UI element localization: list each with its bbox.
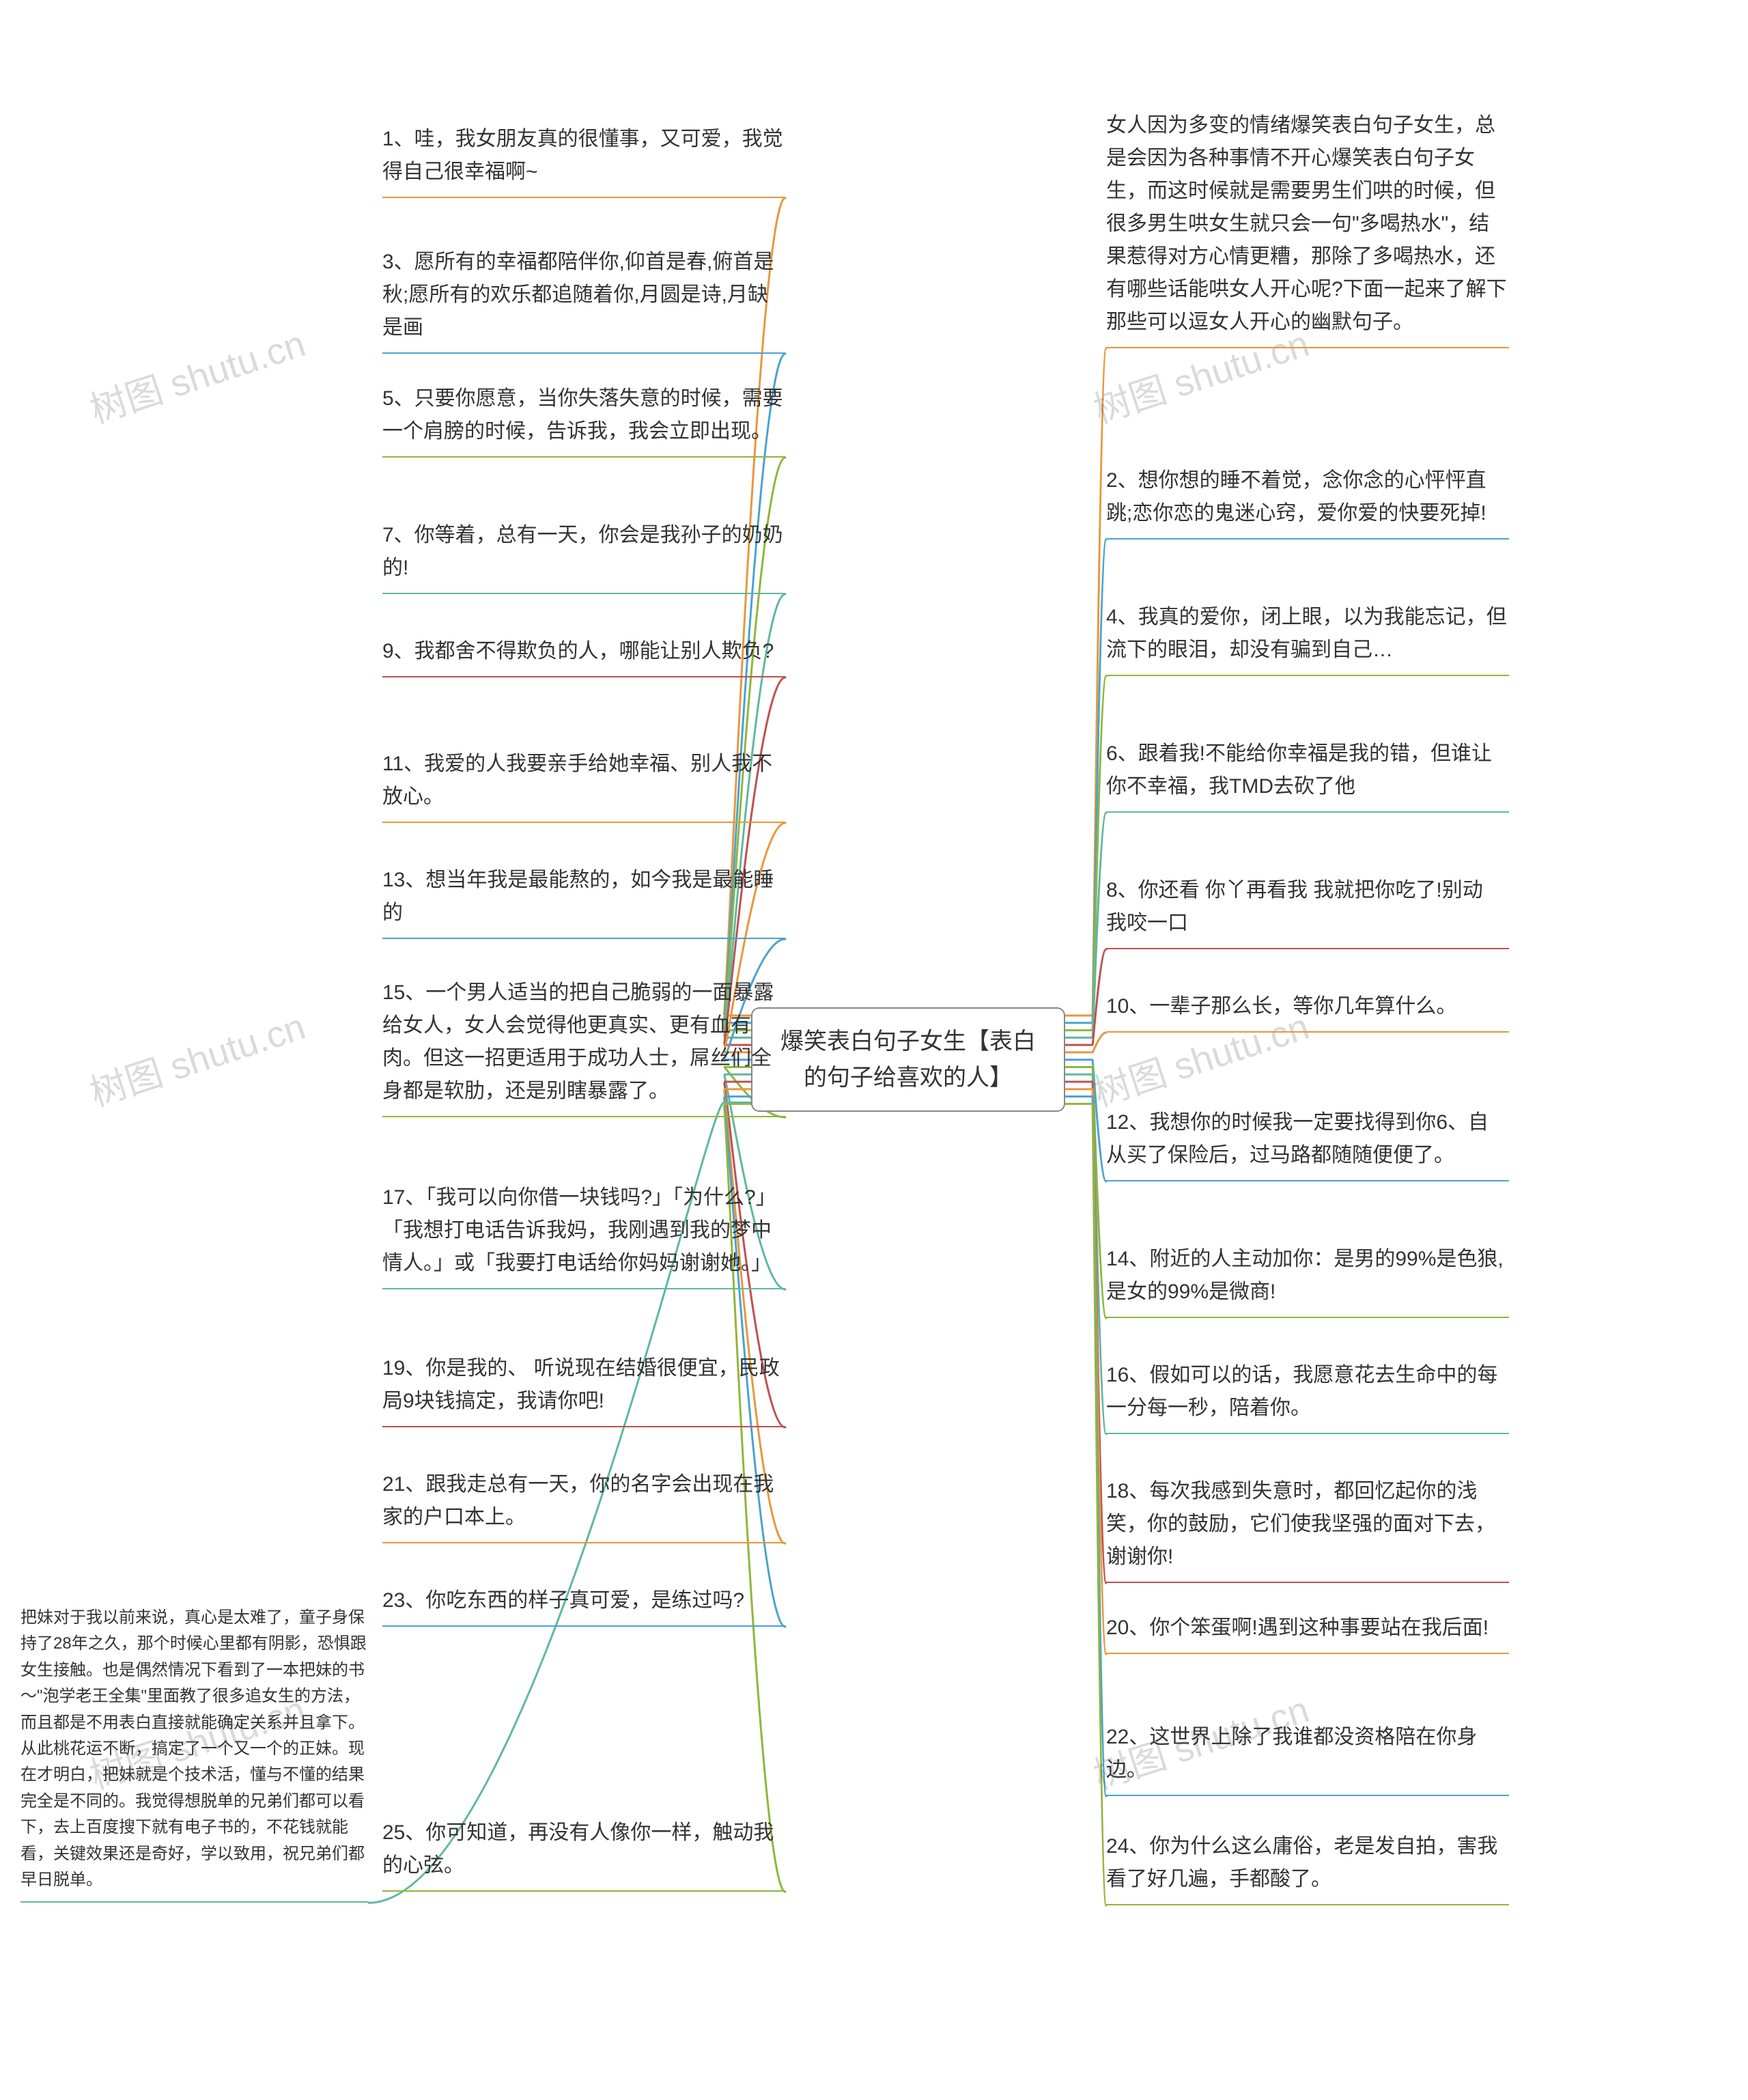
leaf-node-extra: 把妹对于我以前来说，真心是太难了，童子身保持了28年之久，那个时候心里都有阴影，… (20, 1605, 369, 1903)
leaf-node: 4、我真的爱你，闭上眼，以为我能忘记，但流下的眼泪，却没有骗到自己… (1106, 601, 1509, 676)
leaf-node: 23、你吃东西的样子真可爱，是练过吗? (382, 1584, 785, 1627)
leaf-node: 18、每次我感到失意时，都回忆起你的浅笑，你的鼓励，它们使我坚强的面对下去，谢谢… (1106, 1475, 1509, 1583)
leaf-text: 21、跟我走总有一天，你的名字会出现在我家的户口本上。 (382, 1473, 774, 1528)
leaf-text: 8、你还看 你丫再看我 我就把你吃了!别动 我咬一口 (1106, 879, 1483, 934)
leaf-text: 7、你等着，总有一天，你会是我孙子的奶奶的! (382, 524, 783, 579)
leaf-text: 14、附近的人主动加你：是男的99%是色狼,是女的99%是微商! (1106, 1248, 1504, 1303)
watermark: 树图 shutu.cn (82, 996, 311, 1117)
leaf-node: 19、你是我的、 听说现在结婚很便宜，民政局9块钱搞定，我请你吧! (382, 1352, 785, 1427)
leaf-node: 1、哇，我女朋友真的很懂事，又可爱，我觉得自己很幸福啊~ (382, 123, 785, 198)
leaf-text: 把妹对于我以前来说，真心是太难了，童子身保持了28年之久，那个时候心里都有阴影，… (20, 1608, 367, 1889)
leaf-node: 24、你为什么这么庸俗，老是发自拍，害我看了好几遍，手都酸了。 (1106, 1830, 1509, 1905)
mindmap-canvas: 树图 shutu.cn树图 shutu.cn树图 shutu.cn树图 shut… (0, 0, 1748, 2100)
leaf-text: 22、这世界上除了我谁都没资格陪在你身边。 (1106, 1726, 1477, 1781)
connector (1065, 1074, 1106, 1434)
leaf-text: 13、想当年我是最能熬的，如今我是最能睡的 (382, 869, 774, 924)
leaf-text: 11、我爱的人我要亲手给她幸福、别人我不放心。 (382, 753, 772, 808)
leaf-text: 女人因为多变的情绪爆笑表白句子女生，总是会因为各种事情不开心爆笑表白句子女生，而… (1106, 114, 1507, 333)
leaf-node: 14、附近的人主动加你：是男的99%是色狼,是女的99%是微商! (1106, 1243, 1509, 1318)
leaf-text: 15、一个男人适当的把自己脆弱的一面暴露给女人，女人会觉得他更真实、更有血有肉。… (382, 981, 774, 1102)
connector (1065, 1033, 1106, 1052)
watermark: 树图 shutu.cn (82, 313, 311, 434)
leaf-text: 9、我都舍不得欺负的人，哪能让别人欺负? (382, 640, 774, 662)
leaf-node: 15、一个男人适当的把自己脆弱的一面暴露给女人，女人会觉得他更真实、更有血有肉。… (382, 977, 785, 1117)
leaf-node: 9、我都舍不得欺负的人，哪能让别人欺负? (382, 635, 785, 677)
leaf-text: 25、你可知道，再没有人像你一样，触动我的心弦。 (382, 1821, 774, 1877)
leaf-node: 女人因为多变的情绪爆笑表白句子女生，总是会因为各种事情不开心爆笑表白句子女生，而… (1106, 109, 1509, 348)
leaf-node: 21、跟我走总有一天，你的名字会出现在我家的户口本上。 (382, 1468, 785, 1543)
leaf-node: 13、想当年我是最能熬的，如今我是最能睡的 (382, 864, 785, 939)
connector (1065, 949, 1106, 1045)
leaf-node: 2、想你想的睡不着觉，念你念的心怦怦直跳;恋你恋的鬼迷心窍，爱你爱的快要死掉! (1106, 464, 1509, 540)
leaf-node: 6、跟着我!不能给你幸福是我的错，但谁让你不幸福，我TMD去砍了他 (1106, 738, 1509, 813)
leaf-text: 10、一辈子那么长，等你几年算什么。 (1106, 995, 1456, 1018)
connector (1065, 1089, 1106, 1654)
leaf-node: 22、这世界上除了我谁都没资格陪在你身边。 (1106, 1721, 1509, 1796)
leaf-text: 18、每次我感到失意时，都回忆起你的浅笑，你的鼓励，它们使我坚强的面对下去，谢谢… (1106, 1480, 1495, 1568)
leaf-text: 5、只要你愿意，当你失落失意的时候，需要一个肩膀的时候，告诉我，我会立即出现。 (382, 387, 783, 443)
leaf-node: 5、只要你愿意，当你失落失意的时候，需要一个肩膀的时候，告诉我，我会立即出现。 (382, 382, 785, 458)
leaf-node: 8、你还看 你丫再看我 我就把你吃了!别动 我咬一口 (1106, 874, 1509, 949)
connector (1065, 1067, 1106, 1318)
connector (1065, 1097, 1106, 1796)
leaf-text: 6、跟着我!不能给你幸福是我的错，但谁让你不幸福，我TMD去砍了他 (1106, 742, 1492, 798)
leaf-node: 12、我想你的时候我一定要找得到你6、自从买了保险后，过马路都随随便便了。 (1106, 1106, 1509, 1181)
center-topic: 爆笑表白句子女生【表白的句子给喜欢的人】 (751, 1007, 1065, 1112)
center-topic-text: 爆笑表白句子女生【表白的句子给喜欢的人】 (780, 1028, 1036, 1091)
leaf-node: 11、我爱的人我要亲手给她幸福、别人我不放心。 (382, 748, 785, 823)
connector (1065, 348, 1106, 1016)
leaf-node: 25、你可知道，再没有人像你一样，触动我的心弦。 (382, 1817, 785, 1892)
leaf-text: 20、你个笨蛋啊!遇到这种事要站在我后面! (1106, 1616, 1489, 1639)
connector (1065, 676, 1106, 1031)
leaf-text: 23、你吃东西的样子真可爱，是练过吗? (382, 1589, 744, 1612)
connector (1065, 1104, 1106, 1905)
leaf-text: 12、我想你的时候我一定要找得到你6、自从买了保险后，过马路都随随便便了。 (1106, 1111, 1489, 1166)
leaf-text: 19、你是我的、 听说现在结婚很便宜，民政局9块钱搞定，我请你吧! (382, 1357, 780, 1412)
connector (1065, 540, 1106, 1023)
leaf-text: 4、我真的爱你，闭上眼，以为我能忘记，但流下的眼泪，却没有骗到自己… (1106, 606, 1507, 661)
leaf-text: 3、愿所有的幸福都陪伴你,仰首是春,俯首是秋;愿所有的欢乐都追随着你,月圆是诗,… (382, 251, 774, 339)
leaf-text: 17、「我可以向你借一块钱吗?」「为什么?」「我想打电话告诉我妈，我刚遇到我的梦… (382, 1186, 776, 1274)
leaf-text: 16、假如可以的话，我愿意花去生命中的每一分每一秒，陪着你。 (1106, 1364, 1497, 1419)
connector (1065, 813, 1106, 1037)
connector (1065, 1060, 1106, 1181)
leaf-node: 3、愿所有的幸福都陪伴你,仰首是春,俯首是秋;愿所有的欢乐都追随着你,月圆是诗,… (382, 246, 785, 354)
leaf-text: 1、哇，我女朋友真的很懂事，又可爱，我觉得自己很幸福啊~ (382, 128, 783, 183)
leaf-node: 17、「我可以向你借一块钱吗?」「为什么?」「我想打电话告诉我妈，我刚遇到我的梦… (382, 1181, 785, 1289)
leaf-text: 2、想你想的睡不着觉，念你念的心怦怦直跳;恋你恋的鬼迷心窍，爱你爱的快要死掉! (1106, 469, 1486, 524)
leaf-node: 16、假如可以的话，我愿意花去生命中的每一分每一秒，陪着你。 (1106, 1359, 1509, 1434)
leaf-node: 20、你个笨蛋啊!遇到这种事要站在我后面! (1106, 1612, 1509, 1654)
connector (1065, 1082, 1106, 1583)
leaf-node: 7、你等着，总有一天，你会是我孙子的奶奶的! (382, 519, 785, 594)
leaf-node: 10、一辈子那么长，等你几年算什么。 (1106, 990, 1509, 1033)
leaf-text: 24、你为什么这么庸俗，老是发自拍，害我看了好几遍，手都酸了。 (1106, 1835, 1497, 1890)
